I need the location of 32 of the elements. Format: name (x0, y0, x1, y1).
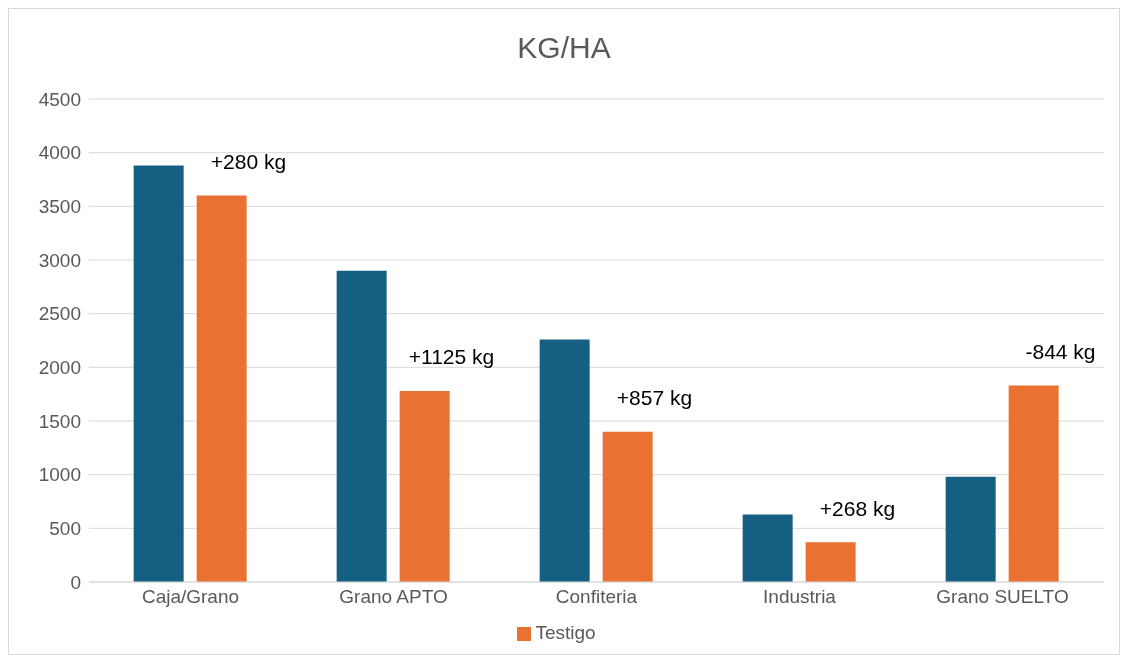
y-tick-label: 4500 (38, 88, 81, 110)
annotation: +268 kg (819, 496, 896, 520)
annotation: -844 kg (1025, 340, 1096, 364)
y-tick-label: 2000 (38, 357, 81, 379)
chart-title: KG/HA (516, 30, 612, 66)
bar (336, 270, 387, 582)
y-tick-label: 3000 (38, 249, 81, 271)
legend-label: Testigo (535, 622, 596, 643)
annotation: +280 kg (210, 150, 287, 174)
bar (742, 514, 793, 582)
bar (602, 431, 653, 582)
y-tick-label: 500 (49, 518, 81, 540)
annotation: +1125 kg (408, 345, 495, 369)
x-tick-label: Industria (763, 586, 837, 608)
x-tick-label: Grano APTO (339, 586, 448, 608)
y-tick-label: 4000 (38, 142, 81, 164)
x-tick-label: Confiteria (555, 586, 638, 608)
bar (805, 542, 856, 582)
bar (399, 390, 450, 582)
bar (945, 476, 996, 582)
y-tick-label: 1000 (38, 464, 81, 486)
x-tick-label: Caja/Grano (141, 586, 240, 608)
bar (196, 195, 247, 582)
y-tick-label: 1500 (38, 410, 81, 432)
y-tick-label: 3500 (38, 196, 81, 218)
bar (1008, 385, 1059, 582)
bar (133, 165, 184, 582)
annotation: +857 kg (616, 386, 693, 410)
bar (539, 339, 590, 582)
x-tick-label: Grano SUELTO (936, 586, 1069, 608)
y-tick-label: 0 (70, 571, 81, 593)
y-tick-label: 2500 (38, 303, 81, 325)
